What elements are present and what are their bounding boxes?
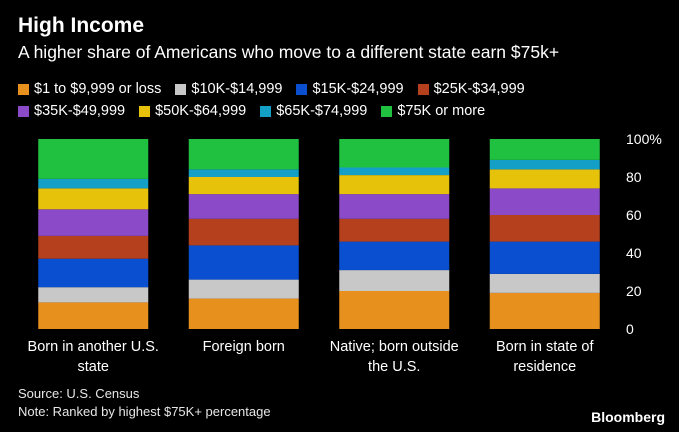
bar-segment xyxy=(188,194,299,219)
bar-segment xyxy=(38,209,149,236)
legend-swatch xyxy=(18,105,29,117)
legend-swatch xyxy=(139,105,151,117)
x-category-label: residence xyxy=(513,359,576,375)
bloomberg-logo: Bloomberg xyxy=(591,409,665,425)
legend-label: $1 to $9,999 or loss xyxy=(34,81,162,97)
y-tick-label: 60 xyxy=(626,207,642,223)
bar-segment xyxy=(339,175,450,195)
legend-label: $50K-$64,999 xyxy=(155,103,247,119)
bar-segment xyxy=(188,139,299,170)
legend: $1 to $9,999 or loss $10K-$14,999 $15K-$24… xyxy=(18,80,598,120)
bar-segment xyxy=(489,169,600,189)
x-category-label: Born in state of xyxy=(496,339,594,355)
bar-segment xyxy=(38,188,149,210)
legend-swatch xyxy=(417,83,429,95)
bar-segment xyxy=(188,298,299,329)
legend-swatch xyxy=(381,105,393,117)
y-tick-label: 0 xyxy=(626,321,634,337)
bar-segment xyxy=(38,287,149,303)
x-category-label: Foreign born xyxy=(203,339,285,355)
legend-label: $15K-$24,999 xyxy=(312,81,404,97)
x-category-label: Born in another U.S. xyxy=(28,339,159,355)
bar-segment xyxy=(339,218,450,242)
x-category-label: state xyxy=(78,359,109,375)
ranking-note: Note: Ranked by highest $75K+ percentage xyxy=(18,404,271,419)
legend-item: $65K-$74,999 xyxy=(260,102,367,120)
bar-segment xyxy=(489,241,600,274)
bar-segment xyxy=(339,270,450,291)
legend-swatch xyxy=(175,83,187,95)
bar-segment xyxy=(489,159,600,170)
legend-item: $10K-$14,999 xyxy=(175,80,282,98)
legend-item: $15K-$24,999 xyxy=(296,80,404,98)
chart-title: High Income xyxy=(18,14,145,37)
legend-label: $35K-$49,999 xyxy=(34,103,126,119)
x-category-label: Native; born outside xyxy=(330,339,459,355)
legend-item: $50K-$64,999 xyxy=(139,102,246,120)
legend-item: $35K-$49,999 xyxy=(18,102,125,120)
bar-segment xyxy=(188,218,299,246)
y-tick-label: 40 xyxy=(626,245,642,261)
bar-segment xyxy=(489,273,600,293)
legend-swatch xyxy=(18,83,29,95)
legend-label: $75K or more xyxy=(397,103,486,119)
x-category-label: the U.S. xyxy=(368,359,420,375)
bar-segment xyxy=(489,292,600,329)
bar-segment xyxy=(489,188,600,215)
bar-segment xyxy=(188,279,299,299)
legend-label: $25K-$34,999 xyxy=(433,81,525,97)
bar-segment xyxy=(38,235,149,259)
legend-label: $10K-$14,999 xyxy=(191,81,283,97)
bar-segment xyxy=(339,241,450,271)
bar-segment xyxy=(489,215,600,242)
legend-swatch xyxy=(260,105,272,117)
legend-item: $75K or more xyxy=(381,102,485,120)
bar-segment xyxy=(38,139,149,179)
bar-segment xyxy=(38,258,149,288)
bar-segment xyxy=(38,302,149,329)
bar-segment xyxy=(38,178,149,189)
y-tick-label: 100% xyxy=(626,131,662,147)
bar-segment xyxy=(339,139,450,168)
y-tick-label: 20 xyxy=(626,283,642,299)
legend-swatch xyxy=(296,83,308,95)
bar-segment xyxy=(339,194,450,219)
bar-segment xyxy=(489,139,600,160)
bar-segment xyxy=(339,167,450,176)
bar-segment xyxy=(188,245,299,280)
bar-segment xyxy=(188,169,299,177)
legend-item: $25K-$34,999 xyxy=(417,80,525,98)
bar-segment xyxy=(339,291,450,329)
y-tick-label: 80 xyxy=(626,169,642,185)
legend-item: $1 to $9,999 or loss xyxy=(18,80,161,98)
bar-segment xyxy=(188,177,299,195)
chart-subtitle: A higher share of Americans who move to … xyxy=(18,42,560,62)
source-note: Source: U.S. Census xyxy=(18,386,140,401)
legend-label: $65K-$74,999 xyxy=(276,103,368,119)
